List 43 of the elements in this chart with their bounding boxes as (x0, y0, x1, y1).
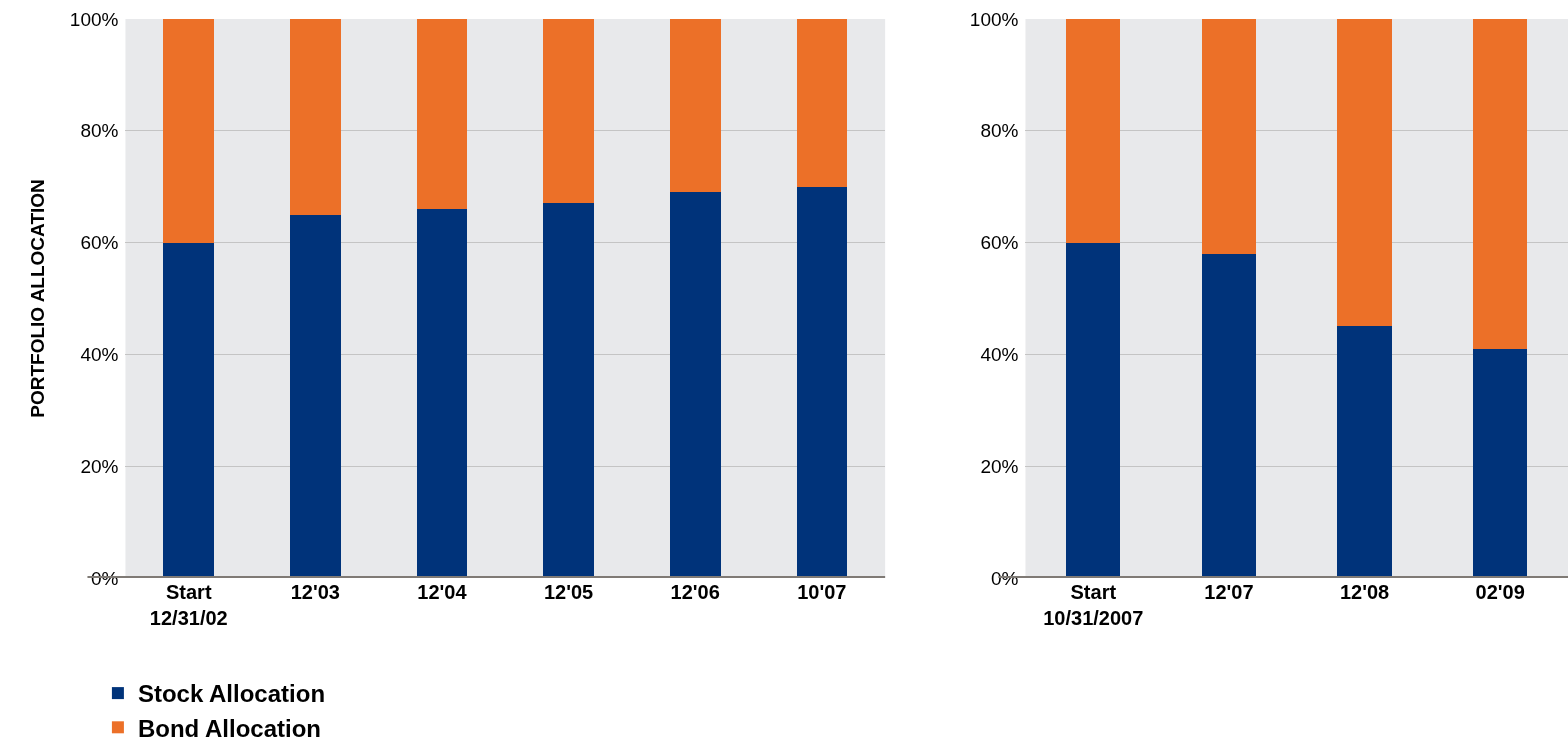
y-tick-label: 20% (980, 455, 1019, 477)
y-axis-title: PORTFOLIO ALLOCATION (26, 179, 48, 418)
y-tick-label: 80% (980, 120, 1019, 142)
bar (796, 186, 848, 578)
bar (1201, 253, 1257, 578)
x-tick-label: 12'08 (1339, 581, 1390, 603)
y-tick-label: 40% (80, 344, 119, 366)
x-tick-label: 12'06 (670, 581, 720, 603)
y-tick-label: 20% (80, 455, 119, 477)
x-tick-label: 12'05 (543, 581, 594, 603)
bar (669, 192, 721, 578)
x-tick-label: 12'03 (290, 581, 340, 603)
bar (1473, 348, 1528, 578)
legend-label: Bond Allocation (137, 714, 321, 742)
bar (669, 19, 721, 193)
bar (543, 19, 594, 204)
bar (1337, 19, 1392, 327)
y-tick-label: 100% (969, 8, 1019, 30)
bar (163, 242, 215, 578)
x-tick-label: Start 10/31/2007 (1043, 581, 1144, 629)
bar (416, 209, 468, 578)
bar (1473, 19, 1528, 349)
bar (163, 19, 215, 243)
y-tick-label: 100% (69, 8, 119, 30)
bar (1201, 19, 1257, 254)
bar (796, 19, 848, 187)
y-tick-label: 40% (980, 344, 1019, 366)
x-tick-label: Start 12/31/02 (149, 581, 228, 629)
legend-label: Stock Allocation (137, 680, 326, 708)
bar (1066, 242, 1121, 578)
x-tick-label: 02'09 (1475, 581, 1525, 603)
bar (290, 19, 341, 215)
y-tick-label: 60% (80, 232, 119, 254)
bar (1066, 19, 1121, 243)
x-tick-label: 10'07 (797, 581, 847, 603)
bar (416, 19, 468, 210)
x-tick-label: 12'04 (417, 581, 468, 603)
bar (543, 203, 594, 578)
bar (1337, 326, 1392, 578)
x-tick-label: 12'07 (1204, 581, 1254, 603)
y-tick-label: 80% (80, 120, 119, 142)
y-tick-label: 60% (980, 232, 1019, 254)
bar (290, 214, 341, 578)
